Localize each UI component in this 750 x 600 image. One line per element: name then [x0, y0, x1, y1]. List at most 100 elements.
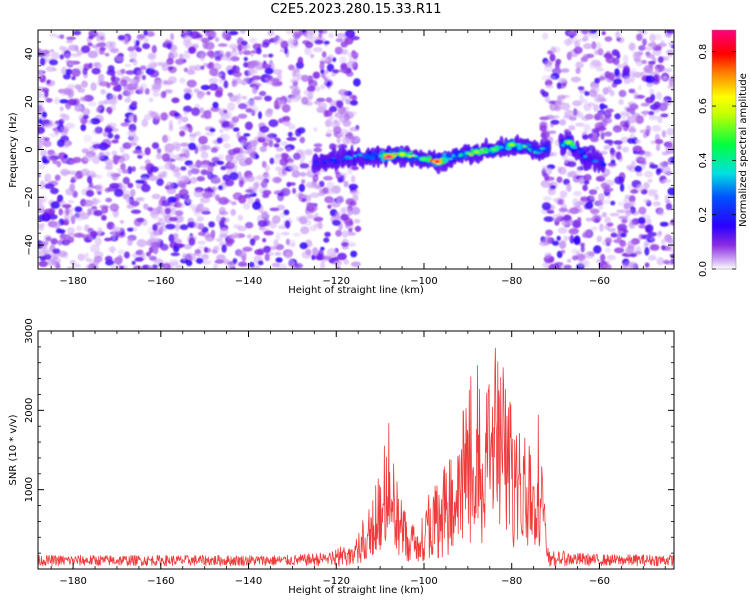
noise-speckle: [40, 149, 48, 157]
noise-speckle: [80, 168, 90, 177]
signal-hotspot-core: [509, 143, 515, 146]
noise-speckle: [77, 105, 83, 110]
noise-speckle: [144, 147, 151, 156]
noise-speckle: [327, 85, 332, 91]
noise-speckle: [193, 219, 198, 229]
noise-speckle: [117, 167, 124, 174]
noise-speckle: [245, 99, 256, 108]
noise-speckle: [225, 264, 231, 269]
noise-speckle: [231, 116, 239, 123]
noise-speckle: [185, 252, 196, 261]
noise-speckle: [114, 134, 120, 140]
noise-speckle: [668, 78, 674, 87]
noise-speckle: [593, 245, 602, 254]
noise-speckle: [325, 133, 332, 137]
noise-speckle: [301, 197, 307, 203]
heatmap-y-tick-label: 20: [24, 95, 35, 108]
noise-speckle: [307, 75, 314, 84]
noise-speckle: [309, 192, 320, 198]
noise-speckle: [279, 48, 285, 53]
noise-speckle: [183, 194, 190, 203]
noise-speckle: [320, 261, 325, 269]
noise-speckle: [59, 54, 64, 60]
noise-speckle: [74, 232, 85, 238]
noise-speckle: [87, 50, 99, 59]
noise-speckle: [566, 209, 572, 214]
noise-speckle: [632, 71, 643, 78]
noise-speckle: [45, 66, 55, 72]
noise-speckle: [128, 142, 138, 147]
noise-speckle: [164, 147, 173, 154]
signal-blob: [482, 150, 489, 154]
noise-speckle: [162, 170, 168, 178]
noise-speckle: [242, 50, 252, 56]
signal-blob: [535, 149, 542, 152]
noise-speckle: [45, 98, 53, 103]
noise-speckle: [170, 252, 180, 257]
heatmap-x-axis-label: Height of straight line (km): [288, 285, 424, 296]
noise-speckle: [173, 233, 179, 240]
signal-hotspot-core: [434, 160, 440, 163]
snr-x-axis-label: Height of straight line (km): [288, 585, 424, 596]
noise-speckle: [75, 212, 84, 222]
noise-speckle: [154, 113, 160, 120]
noise-speckle: [122, 194, 130, 200]
noise-speckle: [158, 226, 168, 232]
noise-speckle: [58, 250, 68, 258]
noise-speckle: [111, 139, 119, 144]
noise-speckle: [548, 130, 557, 134]
noise-speckle: [652, 201, 661, 207]
noise-speckle: [606, 254, 616, 261]
noise-speckle: [114, 188, 124, 197]
noise-speckle: [657, 115, 663, 124]
noise-speckle: [638, 224, 647, 229]
noise-speckle: [151, 45, 157, 54]
snr-y-axis-label: SNR (10 * v/v): [8, 414, 19, 485]
signal-blob: [349, 157, 353, 160]
noise-speckle: [180, 183, 187, 190]
noise-speckle: [542, 32, 549, 40]
noise-speckle: [137, 152, 146, 157]
noise-speckle: [628, 42, 636, 51]
signal-blob: [312, 161, 319, 165]
noise-speckle: [67, 199, 75, 204]
noise-speckle: [539, 124, 547, 132]
noise-speckle: [319, 62, 325, 71]
noise-speckle: [292, 187, 297, 194]
noise-speckle: [337, 177, 343, 183]
noise-speckle: [206, 91, 211, 96]
noise-speckle: [654, 66, 659, 74]
noise-speckle: [98, 49, 105, 55]
noise-speckle: [645, 75, 655, 84]
noise-speckle: [200, 52, 206, 62]
noise-speckle: [195, 159, 202, 169]
heatmap-x-tick-label: −100: [410, 276, 437, 287]
noise-speckle: [312, 47, 323, 53]
noise-speckle: [350, 166, 359, 171]
noise-speckle: [614, 50, 620, 56]
noise-speckle: [283, 120, 290, 126]
noise-speckle: [213, 263, 218, 269]
noise-speckle: [259, 125, 270, 133]
noise-speckle: [117, 35, 125, 41]
noise-speckle: [283, 209, 290, 216]
noise-speckle: [154, 79, 162, 88]
noise-speckle: [642, 112, 647, 117]
noise-speckle: [297, 127, 306, 134]
noise-speckle: [323, 40, 330, 45]
noise-speckle: [139, 86, 144, 95]
noise-speckle: [141, 74, 146, 81]
noise-speckle: [320, 57, 330, 62]
noise-speckle: [167, 76, 177, 84]
noise-speckle: [292, 232, 301, 237]
noise-speckle: [644, 46, 653, 51]
noise-speckle: [242, 202, 251, 210]
noise-speckle: [106, 122, 117, 129]
noise-speckle: [50, 238, 58, 245]
noise-speckle: [299, 216, 308, 225]
noise-speckle: [152, 245, 159, 254]
noise-speckle: [156, 148, 162, 154]
noise-speckle: [38, 199, 43, 207]
noise-speckle: [661, 245, 666, 251]
noise-speckle: [286, 137, 297, 141]
